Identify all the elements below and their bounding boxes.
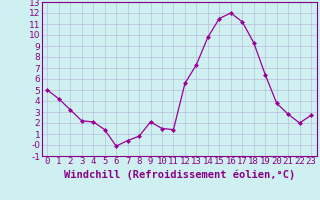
X-axis label: Windchill (Refroidissement éolien,°C): Windchill (Refroidissement éolien,°C) <box>64 169 295 180</box>
